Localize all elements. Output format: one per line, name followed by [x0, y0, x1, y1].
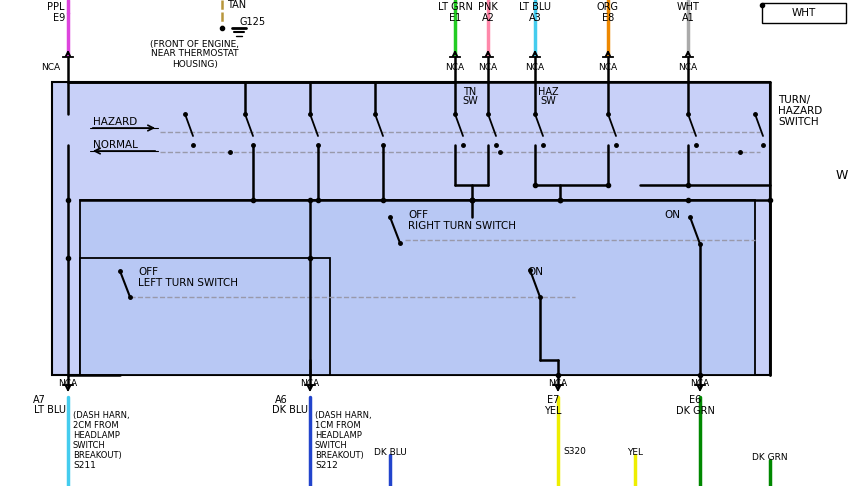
Text: NCA: NCA	[59, 379, 77, 387]
Text: HAZARD: HAZARD	[778, 106, 822, 116]
Text: ORG: ORG	[597, 2, 619, 12]
Text: S320: S320	[563, 447, 586, 455]
Text: NCA: NCA	[548, 379, 568, 387]
Text: DK BLU: DK BLU	[272, 405, 308, 415]
Text: WHT: WHT	[677, 2, 700, 12]
Text: 2CM FROM: 2CM FROM	[73, 420, 119, 430]
Text: NORMAL: NORMAL	[93, 140, 138, 150]
Text: YEL: YEL	[627, 448, 643, 456]
Text: A6: A6	[275, 395, 288, 405]
Text: PPL: PPL	[48, 2, 65, 12]
Text: LT BLU: LT BLU	[519, 2, 551, 12]
Text: PNK: PNK	[478, 2, 498, 12]
Text: A3: A3	[529, 13, 541, 23]
Text: NCA: NCA	[41, 64, 60, 72]
Text: OFF: OFF	[138, 267, 158, 277]
Text: A1: A1	[682, 13, 694, 23]
Text: BREAKOUT): BREAKOUT)	[73, 451, 122, 459]
Text: A2: A2	[482, 13, 495, 23]
Text: NCA: NCA	[300, 379, 320, 387]
Text: LEFT TURN SWITCH: LEFT TURN SWITCH	[138, 278, 238, 288]
Text: HAZ: HAZ	[538, 87, 558, 97]
Text: (DASH HARN,: (DASH HARN,	[73, 411, 129, 419]
Text: E9: E9	[53, 13, 65, 23]
Text: E8: E8	[602, 13, 614, 23]
Text: E7: E7	[547, 395, 559, 405]
Text: ON: ON	[527, 267, 543, 277]
Text: NCA: NCA	[690, 379, 710, 387]
Text: (FRONT OF ENGINE,: (FRONT OF ENGINE,	[150, 39, 240, 49]
Text: E1: E1	[449, 13, 461, 23]
Bar	[762, 3, 846, 23]
Text: SWITCH: SWITCH	[73, 440, 105, 450]
Text: LT BLU: LT BLU	[34, 405, 66, 415]
Text: YEL: YEL	[544, 406, 562, 416]
Text: SWITCH: SWITCH	[315, 440, 348, 450]
Bar	[52, 82, 770, 375]
Text: E6: E6	[688, 395, 701, 405]
Text: HEADLAMP: HEADLAMP	[73, 431, 120, 439]
Text: NCA: NCA	[445, 64, 465, 72]
Text: SWITCH: SWITCH	[778, 117, 819, 127]
Text: OFF: OFF	[408, 210, 428, 220]
Text: 1CM FROM: 1CM FROM	[315, 420, 360, 430]
Text: HAZARD: HAZARD	[93, 117, 137, 127]
Text: TAN: TAN	[227, 0, 246, 10]
Text: HOUSING): HOUSING)	[172, 59, 218, 69]
Text: S212: S212	[315, 461, 337, 469]
Text: LT GRN: LT GRN	[438, 2, 473, 12]
Text: ON: ON	[664, 210, 680, 220]
Text: DK GRN: DK GRN	[676, 406, 715, 416]
Text: NCA: NCA	[678, 64, 698, 72]
Text: SW: SW	[540, 96, 556, 106]
Text: NEAR THERMOSTAT: NEAR THERMOSTAT	[151, 50, 239, 58]
Text: TURN/: TURN/	[778, 95, 810, 105]
Text: HEADLAMP: HEADLAMP	[315, 431, 362, 439]
Text: G125: G125	[240, 17, 266, 27]
Text: NCA: NCA	[479, 64, 497, 72]
Text: NCA: NCA	[525, 64, 545, 72]
Bar	[80, 258, 330, 375]
Text: A7: A7	[33, 395, 46, 405]
Text: WHT: WHT	[792, 8, 816, 18]
Text: RIGHT TURN SWITCH: RIGHT TURN SWITCH	[408, 221, 516, 231]
Text: W: W	[836, 169, 848, 181]
Text: NCA: NCA	[598, 64, 618, 72]
Text: DK BLU: DK BLU	[374, 448, 406, 456]
Text: TN: TN	[463, 87, 477, 97]
Bar	[80, 200, 755, 375]
Text: SW: SW	[462, 96, 478, 106]
Text: S211: S211	[73, 461, 96, 469]
Text: DK GRN: DK GRN	[752, 452, 788, 462]
Text: (DASH HARN,: (DASH HARN,	[315, 411, 371, 419]
Text: BREAKOUT): BREAKOUT)	[315, 451, 364, 459]
